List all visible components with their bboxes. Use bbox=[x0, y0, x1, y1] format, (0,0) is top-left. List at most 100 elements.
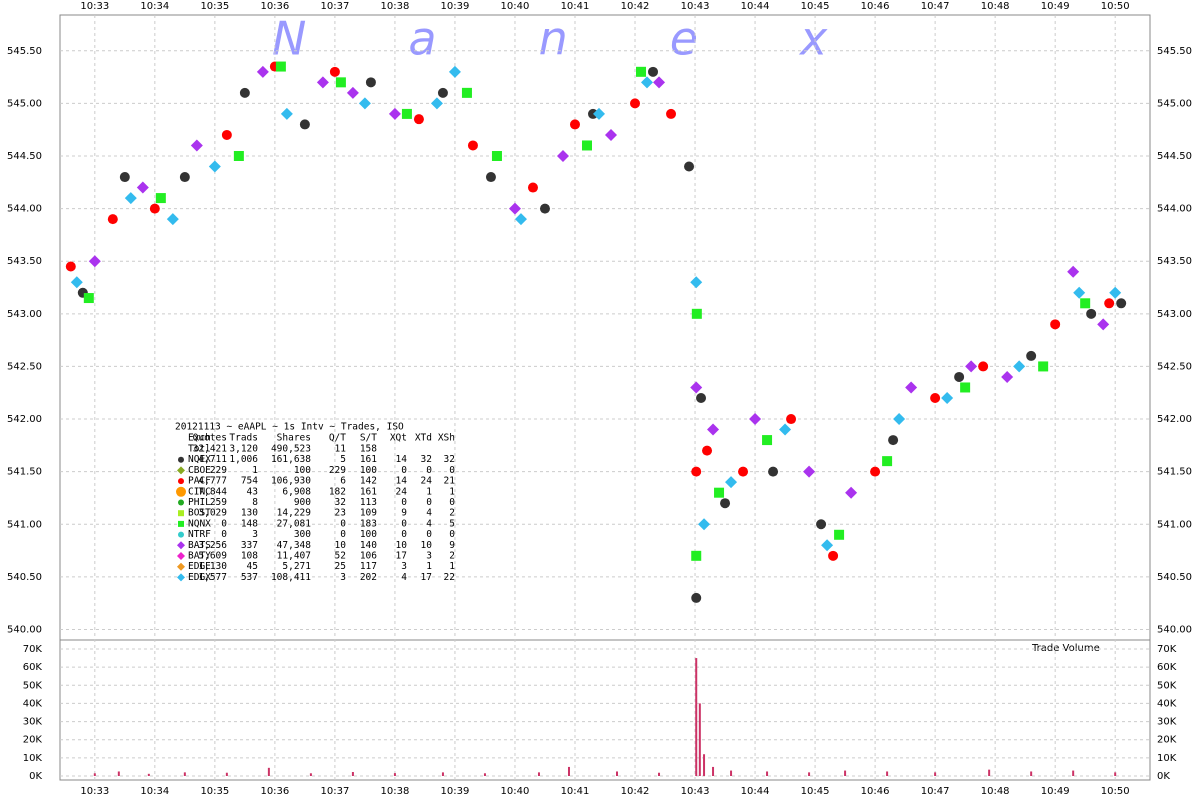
x-tick-label-top: 10:48 bbox=[981, 1, 1010, 12]
volume-tick-label-right: 70K bbox=[1157, 644, 1177, 655]
table-cell: 0 bbox=[340, 518, 346, 529]
trade-point bbox=[190, 139, 203, 152]
table-cell: 337 bbox=[241, 540, 258, 551]
table-cell: 43 bbox=[247, 486, 258, 497]
trade-point bbox=[803, 465, 816, 478]
table-cell: 229 bbox=[329, 465, 346, 476]
trade-point bbox=[648, 66, 659, 77]
table-cell: 14 bbox=[396, 476, 408, 487]
trade-point bbox=[467, 140, 478, 151]
trade-point bbox=[893, 413, 906, 426]
trade-point bbox=[714, 487, 725, 498]
trade-point bbox=[691, 592, 702, 603]
trade-point bbox=[828, 550, 839, 561]
volume-bar bbox=[483, 773, 486, 776]
table-cell: 158 bbox=[360, 444, 377, 455]
y-tick-label: 540.00 bbox=[7, 624, 42, 635]
x-tick-label: 10:43 bbox=[681, 786, 710, 797]
trade-point bbox=[684, 161, 695, 172]
x-tick-label: 10:34 bbox=[140, 786, 169, 797]
trade-point bbox=[401, 108, 412, 119]
volume-tick-label: 20K bbox=[23, 735, 43, 746]
volume-tick-label: 0K bbox=[29, 771, 42, 782]
table-cell: 0 bbox=[401, 518, 407, 529]
trade-point bbox=[888, 435, 899, 446]
legend-marker bbox=[177, 541, 185, 550]
volume-bar bbox=[117, 771, 120, 776]
table-cell: 1 bbox=[252, 465, 258, 476]
x-tick-label: 10:39 bbox=[441, 786, 470, 797]
table-cell: 5,271 bbox=[282, 561, 311, 572]
x-tick-label: 10:36 bbox=[260, 786, 289, 797]
trade-point bbox=[845, 486, 858, 499]
table-cell: NTRF bbox=[188, 529, 211, 540]
table-cell: 32 bbox=[335, 497, 346, 508]
table-cell: 24 bbox=[396, 486, 408, 497]
table-cell: 3 bbox=[252, 529, 258, 540]
table-cell: BOST bbox=[188, 508, 211, 519]
y-tick-label-right: 542.50 bbox=[1157, 361, 1192, 372]
trade-point bbox=[587, 108, 598, 119]
trade-point bbox=[208, 160, 221, 173]
table-cell: 9 bbox=[449, 540, 455, 551]
table-header: S/T bbox=[360, 433, 377, 444]
y-tick-label-right: 541.00 bbox=[1157, 519, 1192, 530]
trade-point bbox=[768, 466, 779, 477]
table-cell: 22 bbox=[444, 572, 455, 583]
table-cell: EDGX bbox=[188, 572, 211, 583]
volume-bar bbox=[886, 771, 889, 776]
plot-frame bbox=[59, 14, 1151, 781]
y-tick-label: 542.00 bbox=[7, 414, 42, 425]
volume-bar bbox=[393, 773, 396, 776]
trade-point bbox=[448, 65, 461, 78]
table-cell: EDGE bbox=[188, 561, 211, 572]
table-cell: 10 bbox=[396, 540, 408, 551]
trade-point bbox=[720, 498, 731, 509]
x-tick-label: 10:33 bbox=[80, 786, 109, 797]
legend-marker bbox=[177, 552, 185, 560]
table-cell: 1 bbox=[426, 486, 432, 497]
table-cell: 4,777 bbox=[198, 476, 227, 487]
trade-point bbox=[960, 382, 971, 393]
table-cell: 10 bbox=[421, 540, 433, 551]
table-cell: 1,006 bbox=[229, 454, 258, 465]
volume-bar bbox=[1030, 771, 1033, 776]
trade-point bbox=[1038, 361, 1049, 372]
trade-point bbox=[365, 77, 376, 88]
trade-point bbox=[696, 392, 707, 403]
table-cell: 229 bbox=[210, 465, 227, 476]
table-cell: 0 bbox=[426, 497, 432, 508]
table-cell: 182 bbox=[329, 486, 346, 497]
trade-point bbox=[491, 150, 502, 161]
table-cell: 161,638 bbox=[271, 454, 311, 465]
table-cell: CBOE bbox=[188, 465, 211, 476]
trade-point bbox=[702, 445, 713, 456]
table-header: Exch bbox=[188, 433, 211, 444]
trade-point bbox=[179, 172, 190, 183]
trade-point bbox=[905, 381, 918, 394]
trade-point bbox=[641, 76, 654, 89]
table-cell: 2 bbox=[449, 508, 455, 519]
table-cell: 1,130 bbox=[198, 561, 227, 572]
trade-point bbox=[821, 539, 834, 552]
y-tick-label: 543.50 bbox=[7, 256, 42, 267]
trade-point bbox=[1086, 308, 1097, 319]
legend-marker bbox=[178, 499, 184, 506]
table-cell: 100 bbox=[360, 529, 377, 540]
volume-bar bbox=[147, 773, 150, 776]
trade-point bbox=[870, 466, 881, 477]
trade-point bbox=[508, 202, 521, 215]
table-cell: BATS bbox=[188, 540, 211, 551]
trade-point bbox=[816, 519, 827, 530]
table-cell: 23 bbox=[335, 508, 346, 519]
table-cell: 5 bbox=[340, 454, 346, 465]
table-cell: 100 bbox=[294, 465, 311, 476]
table-cell: 14,229 bbox=[277, 508, 312, 519]
table-cell: 130 bbox=[241, 508, 258, 519]
x-tick-label-top: 10:41 bbox=[561, 1, 590, 12]
legend-marker bbox=[178, 456, 184, 463]
volume-tick-label-right: 50K bbox=[1157, 680, 1177, 691]
table-title: 20121113 ~ eAAPL ~ 1s Intv ~ Trades, ISO bbox=[175, 422, 404, 433]
y-tick-label: 543.00 bbox=[7, 309, 42, 320]
x-tick-label-top: 10:46 bbox=[861, 1, 890, 12]
